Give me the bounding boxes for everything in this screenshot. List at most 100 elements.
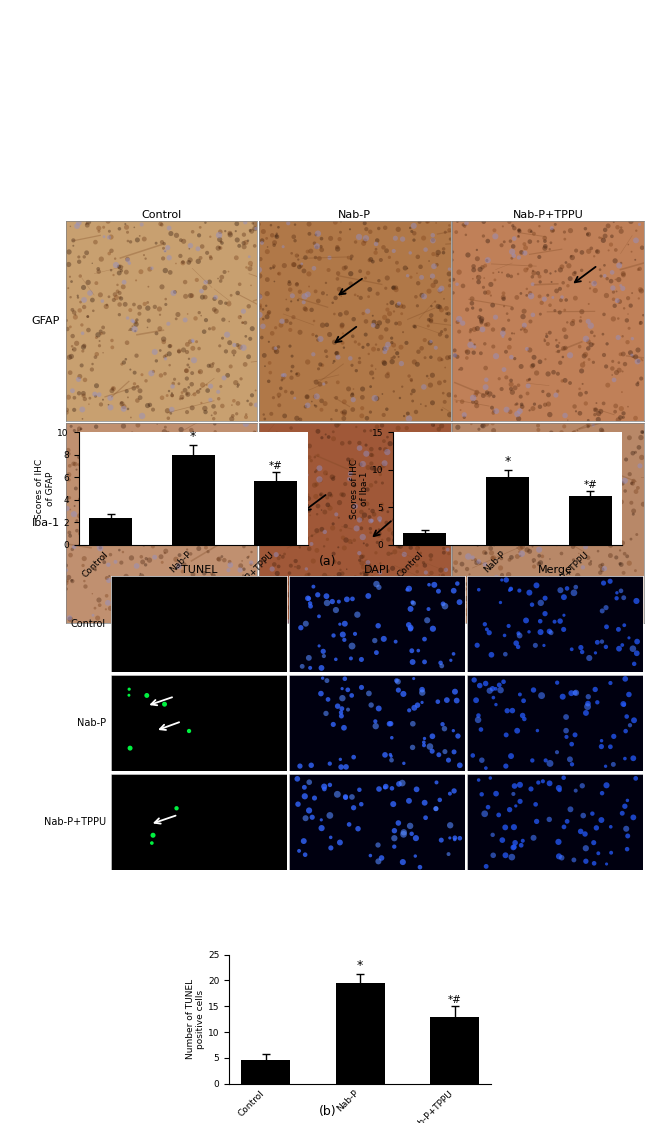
Bar (403, 532, 447, 545)
Point (485, 286, 496, 304)
Point (346, 250, 356, 268)
Point (178, 232, 189, 250)
Point (500, 430, 511, 448)
Point (453, 511, 463, 529)
Point (571, 451, 582, 469)
Point (373, 852, 384, 870)
Point (194, 303, 204, 321)
Point (556, 423, 567, 441)
Title: Control: Control (141, 210, 181, 220)
Point (525, 371, 535, 389)
Bar (241, 1060, 290, 1084)
Point (491, 695, 501, 713)
Point (259, 405, 269, 423)
Point (471, 583, 481, 601)
Point (553, 365, 563, 383)
Point (620, 482, 630, 500)
Point (297, 255, 307, 273)
Point (539, 513, 550, 531)
Point (398, 480, 409, 497)
Point (336, 287, 346, 305)
Point (273, 265, 284, 283)
Point (149, 438, 160, 456)
Point (250, 220, 260, 238)
Point (434, 528, 445, 546)
Point (66, 418, 77, 436)
Point (312, 608, 322, 626)
Point (81, 489, 92, 506)
Point (265, 582, 276, 600)
Point (525, 582, 535, 600)
Point (385, 746, 396, 764)
Point (402, 514, 412, 532)
Point (366, 696, 377, 714)
Point (277, 366, 288, 384)
Point (600, 221, 610, 239)
Point (596, 811, 607, 829)
Point (240, 313, 250, 331)
Point (118, 277, 128, 295)
Title: DAPI: DAPI (364, 565, 390, 575)
Point (266, 437, 276, 455)
Point (272, 424, 282, 442)
Point (513, 638, 523, 656)
Point (475, 555, 485, 573)
Point (288, 357, 298, 375)
Point (440, 720, 450, 738)
Point (623, 290, 633, 308)
Point (247, 320, 257, 338)
Point (393, 513, 403, 531)
Point (415, 213, 425, 231)
Point (545, 296, 555, 314)
Point (500, 819, 510, 837)
Point (588, 335, 599, 353)
Point (174, 557, 184, 575)
Point (486, 609, 496, 627)
Point (214, 390, 224, 408)
Point (583, 416, 593, 433)
Point (159, 330, 169, 348)
Point (356, 495, 367, 513)
Point (393, 262, 403, 280)
Point (466, 414, 477, 432)
Point (214, 337, 225, 355)
Point (522, 372, 533, 390)
Point (354, 545, 365, 563)
Point (450, 387, 460, 405)
Point (371, 336, 381, 354)
Point (632, 375, 643, 393)
Point (334, 281, 345, 299)
Point (119, 575, 130, 593)
Point (126, 549, 137, 567)
Point (276, 317, 286, 335)
Point (94, 591, 104, 609)
Point (430, 800, 441, 818)
Point (626, 296, 636, 314)
Point (364, 500, 375, 518)
Point (522, 541, 533, 559)
Point (440, 742, 450, 760)
Point (119, 398, 129, 416)
Point (516, 395, 527, 413)
Point (411, 604, 422, 622)
Point (195, 495, 205, 513)
Point (69, 497, 80, 515)
Point (472, 383, 482, 401)
Point (449, 743, 459, 761)
Point (469, 670, 479, 688)
Point (397, 377, 407, 395)
Point (66, 546, 76, 564)
Point (68, 231, 79, 249)
Point (581, 704, 591, 722)
Point (125, 360, 136, 378)
Point (226, 482, 236, 500)
Point (361, 220, 371, 238)
Point (521, 491, 531, 509)
Point (163, 314, 174, 332)
Point (246, 276, 256, 294)
Point (262, 284, 272, 302)
Point (213, 362, 223, 380)
Point (108, 266, 119, 284)
Point (365, 281, 375, 299)
Point (115, 258, 126, 276)
